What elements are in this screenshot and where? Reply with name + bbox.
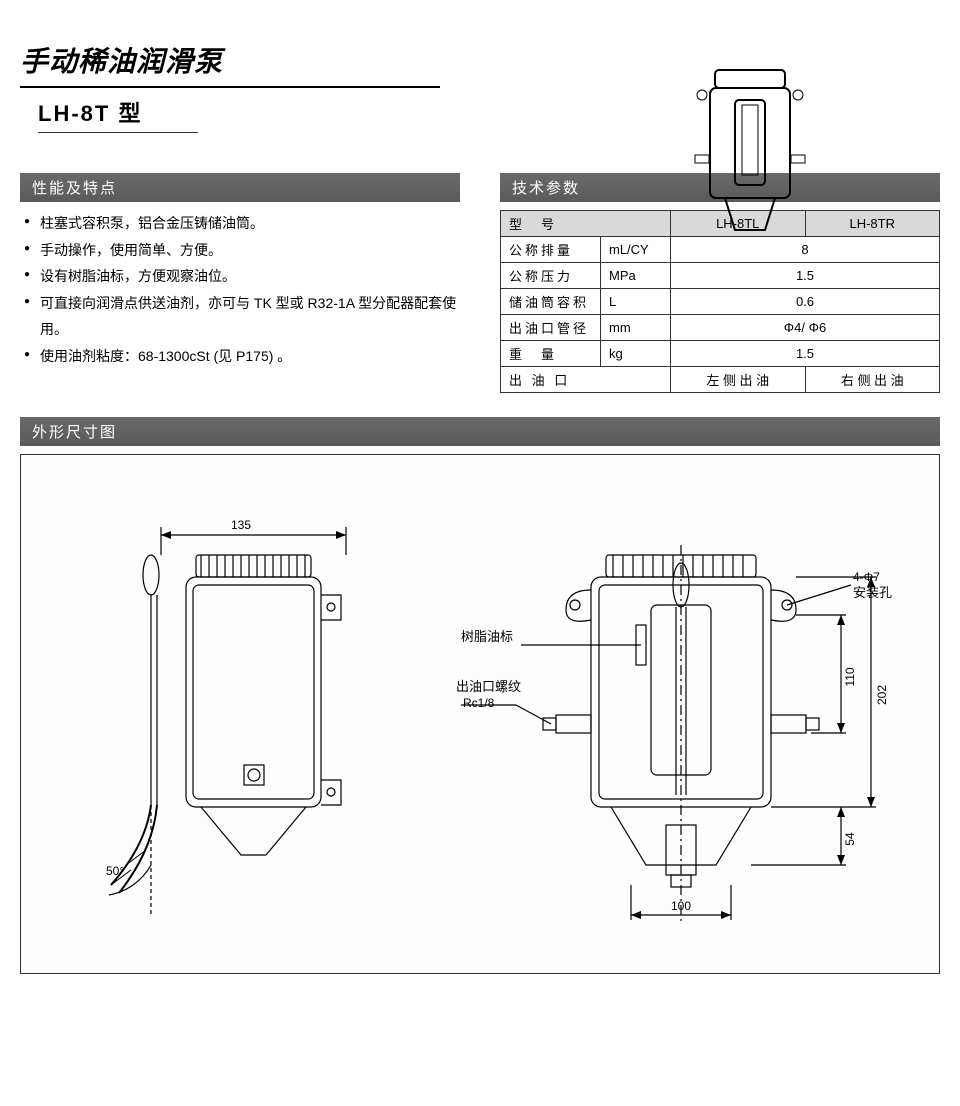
svg-text:54: 54 — [843, 832, 857, 846]
model-subtitle: LH-8T 型 — [38, 94, 198, 133]
feature-item: 手动操作，使用简单、方便。 — [24, 237, 460, 264]
table-row: 公称压力MPa1.5 — [501, 263, 940, 289]
table-row: 出 油 口 左 侧 出 油 右 侧 出 油 — [501, 367, 940, 393]
features-list: 柱塞式容积泵，铝合金压铸储油筒。 手动操作，使用简单、方便。 设有树脂油标，方便… — [20, 210, 460, 370]
feature-item: 设有树脂油标，方便观察油位。 — [24, 263, 460, 290]
feature-item: 可直接向润滑点供送油剂，亦可与 TK 型或 R32-1A 型分配器配套使用。 — [24, 290, 460, 343]
table-row: 储油筒容积L0.6 — [501, 289, 940, 315]
svg-text:树脂油标: 树脂油标 — [461, 629, 513, 644]
svg-text:安装孔: 安装孔 — [853, 585, 892, 600]
svg-text:Rc1/8: Rc1/8 — [463, 696, 495, 710]
svg-text:202: 202 — [875, 685, 889, 705]
product-image — [680, 60, 820, 250]
spec-model-label: 型 号 — [501, 211, 671, 237]
table-row: 出油口管径mmΦ4/ Φ6 — [501, 315, 940, 341]
feature-item: 柱塞式容积泵，铝合金压铸储油筒。 — [24, 210, 460, 237]
svg-text:50°: 50° — [106, 864, 124, 878]
svg-text:110: 110 — [843, 667, 857, 686]
dimensions-heading: 外形尺寸图 — [20, 417, 940, 446]
svg-text:135: 135 — [231, 518, 251, 532]
svg-text:出油口螺纹: 出油口螺纹 — [456, 679, 521, 694]
table-row: 重 量kg1.5 — [501, 341, 940, 367]
dimension-drawing: 135 — [20, 454, 940, 974]
spec-model-r: LH-8TR — [805, 211, 940, 237]
main-title: 手动稀油润滑泵 — [20, 40, 440, 88]
feature-item: 使用油剂粘度：68-1300cSt (见 P175) 。 — [24, 343, 460, 370]
features-heading: 性能及特点 — [20, 173, 460, 202]
